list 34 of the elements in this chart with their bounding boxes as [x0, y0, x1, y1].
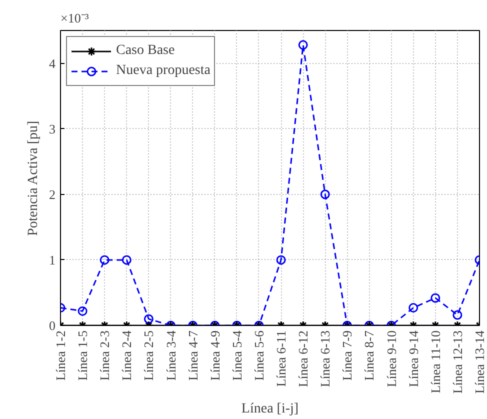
x-tick-label: Línea 3-4: [163, 330, 178, 381]
x-tick-label: Línea 12-13: [450, 330, 465, 394]
x-tick-label: Línea 4-7: [185, 330, 200, 381]
y-tick-label: 0: [49, 318, 56, 333]
x-tick-label: Línea 5-4: [229, 330, 244, 381]
legend-label: Caso Base: [116, 43, 175, 59]
x-tick-label: Línea 5-6: [251, 330, 266, 381]
x-tick-label: Línea 2-4: [119, 330, 134, 381]
x-tick-label: Línea 6-11: [274, 330, 289, 387]
x-tick-label: Línea 4-9: [207, 330, 222, 381]
x-tick-label: Línea 2-3: [97, 330, 112, 381]
point: [100, 255, 110, 265]
y-tick-label: 2: [49, 186, 56, 202]
text: ×10⁻³: [60, 10, 89, 26]
x-tick-label: Línea 1-5: [75, 330, 90, 381]
x-tick-label: Línea 6-12: [296, 330, 311, 388]
x-tick-label: Línea 9-10: [384, 330, 399, 388]
point: [122, 255, 132, 265]
point: [276, 255, 286, 265]
y-tick-label: 1: [49, 252, 56, 268]
y-axis-title: Potencia Activa [pu]: [26, 120, 41, 236]
y-tick-label: 4: [49, 56, 56, 71]
point: [320, 190, 330, 200]
x-tick-label: Línea 9-14: [406, 330, 421, 388]
x-axis-title: Línea [i-j]: [241, 402, 299, 417]
x-tick-label: Línea 2-5: [141, 330, 156, 381]
x-tick-label: Línea 7-9: [340, 330, 355, 381]
x-tick-label: Línea 11-10: [428, 330, 443, 394]
x-tick-label: Línea 8-7: [362, 330, 377, 381]
x-tick-label: Línea 13-14: [472, 330, 487, 394]
x-tick-label: Línea 1-2: [53, 330, 68, 381]
x-tick-label: Línea 6-13: [318, 330, 333, 388]
y-tick-label: 3: [49, 121, 56, 136]
legend-label: Nueva propuesta: [116, 63, 210, 79]
